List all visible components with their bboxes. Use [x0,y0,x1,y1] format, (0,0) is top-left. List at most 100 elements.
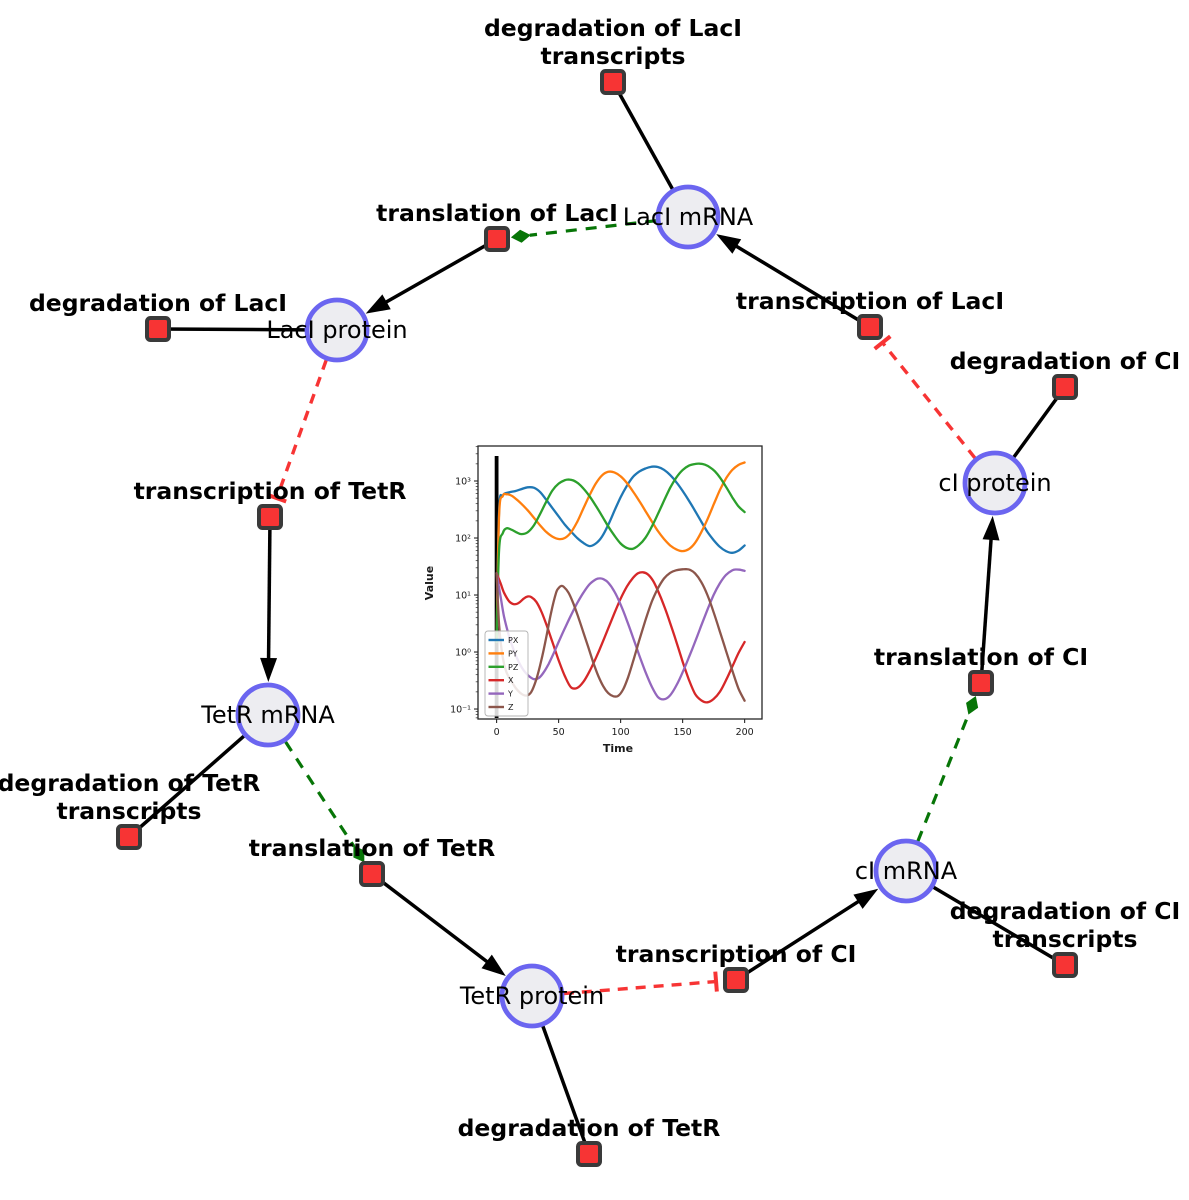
inset-chart: 0 50 100 150 200 10⁻¹ 10⁰ 10¹ 10² 10³ PX PY PZ XYZ T… [423,445,763,755]
species-node-laci-mrna[interactable] [655,184,721,250]
reaction-label-line: degradation of LacI [29,289,287,317]
x-tick-label: 50 [553,727,565,738]
legend-label-PX: PX [508,636,519,645]
edges-layer [127,81,1067,1155]
reaction-label-line: transcripts [56,797,201,825]
reaction-label-translation-tetr: translation of TetR [249,834,495,862]
reaction-node-translation-laci[interactable] [484,226,510,252]
edge-laci-mrna-translation-laci [510,219,657,243]
species-label-laci-protein: LacI protein [266,316,407,344]
nodes-layer [116,69,1078,1167]
reaction-label-line: degradation of CI [950,897,1181,925]
x-tick-label: 150 [674,727,692,738]
edge-laci-protein-transcription-tetr [266,359,328,504]
reaction-node-transcription-tetr[interactable] [257,504,283,530]
legend-frame [484,630,529,717]
reaction-label-deg-laci: degradation of LacI [29,289,287,317]
chart-series-Y [495,568,746,701]
legend-label-Y: Y [507,690,513,699]
reaction-label-line: transcription of CI [616,940,857,968]
y-tick-label: 10⁰ [455,648,471,659]
y-tick-label: 10⁻¹ [450,705,471,716]
reaction-label-line: translation of CI [874,643,1088,671]
species-node-tetr-protein[interactable] [499,963,565,1029]
edge-tetr-mrna-translation-tetr [284,740,365,863]
species-label-tetr-protein: TetR protein [459,982,604,1010]
species-label-tetr-mrna: TetR mRNA [200,701,335,729]
node-labels-layer: LacI mRNA LacI protein cI protein TetR mRNA… [0,14,1180,1142]
reaction-label-line: transcription of TetR [134,477,407,505]
chart-series-X [495,571,746,704]
chart-series-PX [495,465,746,644]
edge-laci-mrna-deg-laci-transcripts [611,81,674,190]
reaction-node-deg-tetr[interactable] [576,1141,602,1167]
legend-label-PZ: PZ [508,663,519,672]
reaction-label-deg-tetr: degradation of TetR [458,1114,721,1142]
edge-translation-ci-ci-protein [979,515,1000,684]
species-label-laci-mrna: LacI mRNA [623,203,754,231]
reaction-label-line: degradation of TetR [0,769,260,797]
edge-transcription-ci-ci-mrna [735,888,879,982]
edge-ci-mrna-deg-ci-transcripts [932,885,1066,967]
edge-ci-mrna-translation-ci [916,696,979,842]
reaction-label-transcription-ci: transcription of CI [616,940,857,968]
x-tick-label: 0 [494,727,500,738]
reaction-label-transcription-tetr: transcription of TetR [134,477,407,505]
chart-series-PY [495,461,746,644]
edge-tetr-protein-deg-tetr [541,1025,591,1155]
reaction-label-line: translation of TetR [249,834,495,862]
species-label-ci-protein: cI protein [938,469,1051,497]
species-node-laci-protein[interactable] [304,297,370,363]
reaction-label-transcription-laci: transcription of LacI [736,287,1004,315]
edge-transcription-laci-laci-mrna [716,234,871,329]
species-node-ci-mrna[interactable] [873,838,939,904]
y-tick-label: 10¹ [455,591,471,602]
chart-legend: PX PY PZ XYZ [484,630,529,717]
edge-laci-protein-deg-laci [157,327,306,332]
edge-translation-laci-laci-protein [365,237,498,314]
species-node-ci-protein[interactable] [962,450,1028,516]
reaction-label-deg-ci: degradation of CI [950,347,1181,375]
reaction-label-line: transcripts [540,42,685,70]
reaction-node-translation-tetr[interactable] [359,861,385,887]
reaction-label-translation-laci: translation of LacI [376,199,618,227]
x-tick-label: 100 [612,727,630,738]
reaction-label-line: degradation of CI [950,347,1181,375]
reaction-label-line: transcription of LacI [736,287,1004,315]
reaction-label-line: translation of LacI [376,199,618,227]
reaction-label-line: transcripts [992,925,1137,953]
reaction-node-deg-ci-transcripts[interactable] [1052,952,1078,978]
edge-translation-tetr-tetr-protein [370,872,506,976]
reaction-label-line: degradation of LacI [484,14,742,42]
chart-y-axis-label: Value [423,566,436,600]
legend-label-Z: Z [508,703,514,712]
reaction-node-translation-ci[interactable] [968,670,994,696]
legend-label-PY: PY [508,649,518,658]
reaction-node-deg-tetr-transcripts[interactable] [116,824,142,850]
reaction-node-deg-laci[interactable] [145,316,171,342]
edge-transcription-tetr-tetr-mrna [260,516,278,683]
species-node-tetr-mrna[interactable] [235,682,301,748]
y-tick-label: 10² [455,534,471,545]
y-tick-label: 10³ [455,477,471,488]
legend-label-X: X [508,676,514,685]
chart-frame [477,445,763,720]
species-label-ci-mrna: cI mRNA [855,857,958,885]
edge-ci-protein-transcription-laci [873,334,977,460]
x-tick-label: 200 [736,727,754,738]
edge-tetr-mrna-deg-tetr-transcripts [127,734,246,839]
reaction-node-deg-laci-transcripts[interactable] [600,69,626,95]
reaction-node-transcription-ci[interactable] [723,967,749,993]
chart-axes-layer: 0 50 100 150 200 10⁻¹ 10⁰ 10¹ 10² 10³ [450,445,763,738]
reaction-label-translation-ci: translation of CI [874,643,1088,671]
chart-x-axis-label: Time [603,742,633,755]
reaction-node-transcription-laci[interactable] [857,314,883,340]
reaction-node-deg-ci[interactable] [1052,374,1078,400]
reaction-label-line: degradation of TetR [458,1114,721,1142]
edge-tetr-protein-transcription-ci [563,971,719,996]
